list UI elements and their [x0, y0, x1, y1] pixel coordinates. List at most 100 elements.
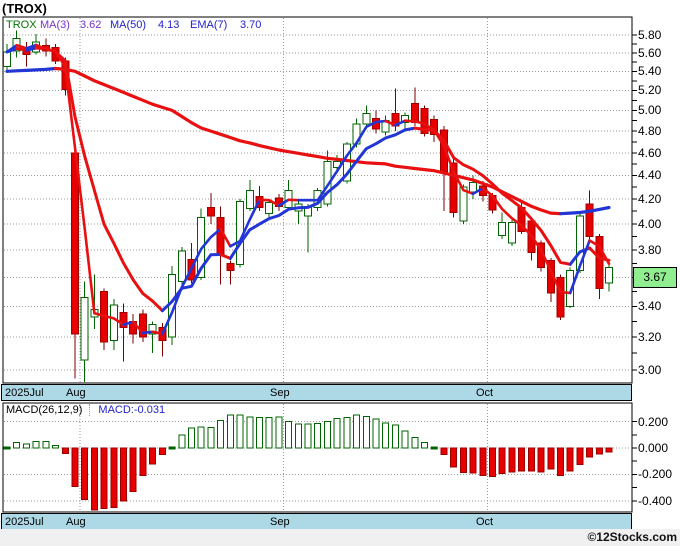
macd-bar	[576, 447, 584, 465]
price-pane-border	[2, 16, 633, 384]
macd-bar	[81, 447, 89, 500]
candle-body	[459, 186, 468, 222]
legend-ma3-value: 3.62	[80, 19, 102, 31]
ma3-line	[277, 198, 290, 207]
macd-bar	[537, 447, 545, 473]
ema7-line	[34, 46, 164, 313]
macd-bar	[246, 416, 254, 449]
macd-bar	[285, 421, 293, 449]
legend-ema7-value: 3.70	[240, 19, 262, 31]
macd-bar	[469, 447, 477, 474]
macd-bar	[391, 424, 399, 449]
macd-axis-label: -0.200	[638, 467, 673, 482]
price-axis-label: 5.40	[638, 64, 662, 79]
candle-body	[498, 221, 507, 236]
candle-body	[401, 115, 410, 124]
candle-body	[109, 304, 118, 341]
macd-bar	[353, 414, 361, 449]
price-axis-label: 3.40	[638, 299, 662, 314]
macd-bar	[275, 416, 283, 449]
macd-header: MACD(26,12,9) MACD:-0.031	[6, 404, 166, 416]
macd-bar	[236, 414, 244, 449]
candle-body	[226, 262, 235, 271]
ma3-line	[161, 227, 222, 336]
macd-bar	[450, 447, 458, 468]
ma50-line	[558, 205, 611, 216]
macd-bar	[3, 446, 11, 450]
macd-bar	[489, 447, 496, 477]
ma3-line	[151, 330, 164, 336]
macd-bar	[158, 447, 166, 456]
macd-bar	[595, 447, 603, 455]
month-label: Aug	[66, 516, 86, 528]
macd-pane-border	[2, 402, 633, 513]
macd-bar	[605, 447, 613, 453]
month-label: Sep	[270, 516, 290, 528]
candle-body	[362, 112, 371, 125]
ma3-line	[229, 198, 261, 248]
candle-body	[410, 102, 419, 124]
ma3-line	[141, 330, 154, 335]
ma3-line	[15, 43, 28, 50]
legend-ma50-value: 4.13	[158, 19, 180, 31]
ma3-line	[481, 186, 572, 295]
macd-bar	[197, 426, 205, 449]
macd-bar	[314, 423, 322, 449]
macd-bar	[411, 436, 419, 449]
macd-bar	[52, 444, 60, 449]
macd-bar	[110, 447, 118, 508]
x-axis-bar-top: 2025Jul Aug Sep Oct	[1, 384, 632, 401]
ma3-line	[568, 239, 591, 295]
ema7-line	[413, 126, 572, 266]
macd-indicator-label: MACD(26,12,9)	[6, 404, 83, 416]
macd-bar	[527, 447, 535, 472]
macd-bar	[294, 423, 302, 449]
macd-axis-label: -0.400	[638, 493, 673, 508]
macd-bar	[32, 440, 40, 449]
candle-body	[556, 276, 565, 318]
candle-body	[575, 215, 584, 271]
legend-symbol: TROX	[6, 19, 37, 31]
macd-bar	[71, 447, 79, 487]
ma3-line	[394, 119, 407, 127]
macd-bar	[129, 447, 137, 493]
macd-bar	[42, 440, 50, 449]
macd-bar	[586, 447, 594, 458]
legend-ema7-label: EMA(7)	[190, 19, 228, 31]
macd-bar	[149, 447, 157, 465]
macd-bar	[372, 418, 380, 449]
macd-bar	[61, 447, 69, 454]
ma3-line	[403, 119, 475, 196]
macd-bar	[187, 427, 195, 449]
macd-bar	[566, 447, 574, 472]
ma50-line	[5, 66, 58, 73]
macd-bar	[333, 417, 341, 449]
ma3-line	[122, 320, 135, 326]
month-label: 2025Jul	[5, 516, 44, 528]
price-axis-label: 5.60	[638, 45, 662, 60]
ema7-line	[228, 126, 417, 260]
month-label: Oct	[476, 387, 494, 399]
macd-value: MACD:-0.031	[89, 404, 166, 416]
watermark: ©12Stocks.com	[587, 530, 677, 544]
last-price-badge: 3.67	[633, 267, 677, 288]
candle-body	[449, 162, 458, 213]
candle-body	[245, 190, 254, 210]
candle-body	[566, 269, 575, 307]
candle-body	[585, 203, 594, 238]
price-axis-label: 4.40	[638, 168, 662, 183]
ma3-line	[5, 43, 18, 54]
legend-ma50-label: MA(50)	[110, 19, 147, 31]
ma3-line	[219, 227, 232, 248]
macd-bar	[22, 443, 30, 449]
ma3-line	[131, 320, 145, 335]
ma3-line	[471, 186, 485, 196]
macd-bar	[207, 427, 215, 449]
macd-bar	[100, 447, 108, 510]
ma3-line	[25, 43, 38, 50]
candle-body	[70, 152, 79, 335]
price-axis-label: 5.20	[638, 83, 662, 98]
month-label: Sep	[270, 387, 290, 399]
